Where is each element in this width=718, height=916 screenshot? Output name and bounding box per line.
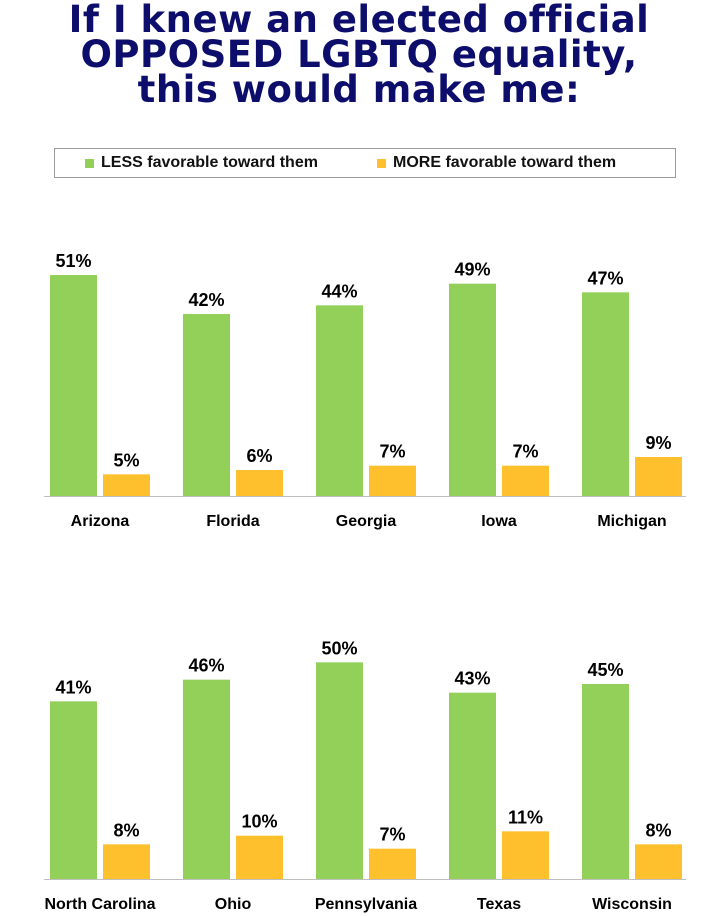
data-label: 5%	[113, 450, 139, 470]
data-label: 8%	[645, 820, 671, 840]
bar-less-ohio	[183, 679, 230, 879]
data-label: 41%	[55, 677, 91, 697]
bar-less-texas	[449, 692, 496, 879]
category-label: Arizona	[71, 513, 130, 530]
legend-label-less: LESS favorable toward them	[101, 154, 318, 171]
data-label: 49%	[454, 260, 490, 280]
data-label: 51%	[55, 251, 91, 271]
bar-more-iowa	[502, 465, 549, 496]
data-label: 9%	[645, 433, 671, 453]
data-label: 7%	[512, 442, 538, 462]
category-label: Wisconsin	[592, 896, 672, 913]
title-line-2: OPPOSED LGBTQ equality,	[80, 33, 638, 76]
legend: LESS favorable toward them MORE favorabl…	[54, 148, 676, 178]
category-label: Michigan	[597, 513, 666, 530]
data-label: 45%	[587, 660, 623, 680]
data-label: 46%	[188, 656, 224, 676]
legend-item-less: LESS favorable toward them	[85, 149, 318, 177]
data-label: 43%	[454, 669, 490, 689]
title-line-1: If I knew an elected official	[68, 0, 650, 41]
data-label: 10%	[241, 812, 277, 832]
category-label: Pennsylvania	[315, 896, 417, 913]
bar-more-georgia	[369, 465, 416, 496]
bar-more-north-carolina	[103, 844, 150, 879]
bar-more-florida	[236, 470, 283, 496]
chart-title: If I knew an elected official OPPOSED LG…	[0, 0, 718, 111]
bar-less-iowa	[449, 283, 496, 496]
bar-more-arizona	[103, 474, 150, 496]
data-label: 50%	[321, 638, 357, 658]
data-label: 6%	[246, 446, 272, 466]
data-label: 7%	[379, 442, 405, 462]
category-label: Georgia	[336, 513, 397, 530]
legend-label-more: MORE favorable toward them	[393, 154, 617, 171]
legend-item-more: MORE favorable toward them	[377, 149, 616, 177]
bar-less-michigan	[582, 292, 629, 496]
bar-more-ohio	[236, 835, 283, 879]
category-label: Ohio	[215, 896, 252, 913]
bar-less-florida	[183, 314, 230, 496]
bar-less-arizona	[50, 275, 97, 496]
category-label: Florida	[206, 513, 259, 530]
bar-more-pennsylvania	[369, 848, 416, 879]
data-label: 11%	[508, 807, 543, 827]
title-line-3: this would make me:	[137, 68, 581, 111]
category-label: North Carolina	[44, 896, 155, 913]
bar-more-texas	[502, 831, 549, 879]
data-label: 47%	[587, 268, 623, 288]
bar-less-georgia	[316, 305, 363, 496]
bar-more-wisconsin	[635, 844, 682, 879]
category-label: Iowa	[481, 513, 517, 530]
category-label: Texas	[477, 896, 521, 913]
bar-less-wisconsin	[582, 684, 629, 879]
bar-less-north-carolina	[50, 701, 97, 879]
legend-swatch-less	[85, 158, 94, 168]
bar-less-pennsylvania	[316, 662, 363, 879]
data-label: 7%	[379, 825, 405, 845]
legend-swatch-more	[377, 158, 386, 168]
data-label: 44%	[321, 281, 357, 301]
data-label: 8%	[113, 820, 139, 840]
data-label: 42%	[188, 290, 224, 310]
bar-more-michigan	[635, 457, 682, 496]
